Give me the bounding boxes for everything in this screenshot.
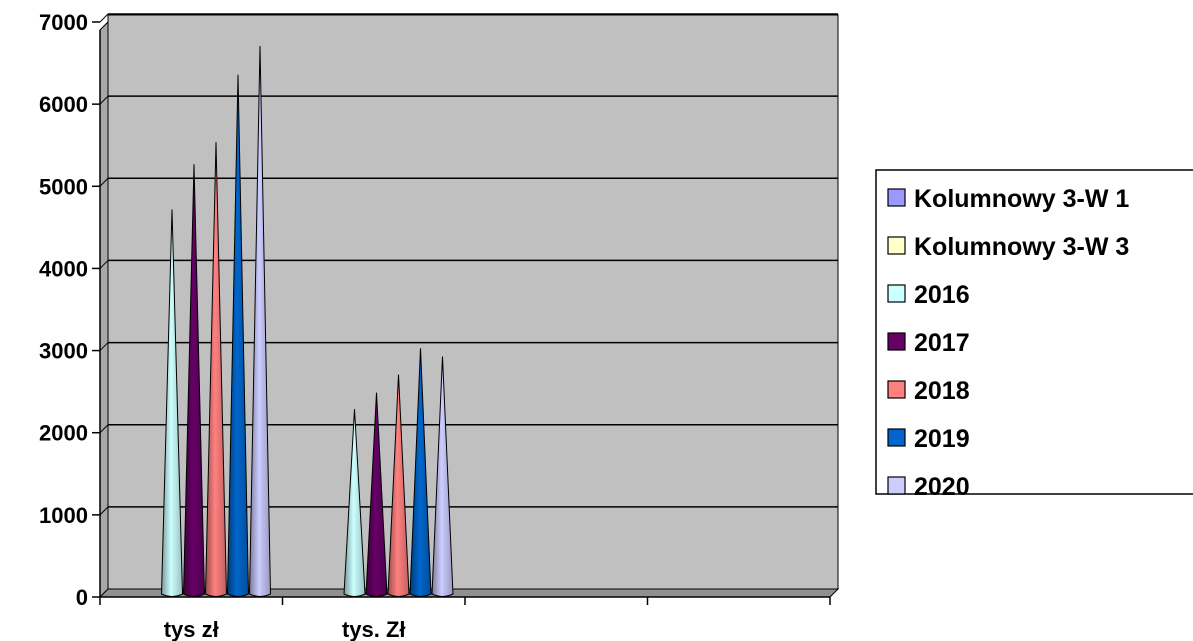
y-tick-label: 4000 — [39, 256, 88, 281]
legend-label: 2019 — [914, 425, 970, 453]
legend-swatch — [888, 285, 905, 302]
legend-label: 2017 — [914, 329, 970, 357]
legend-swatch — [888, 237, 905, 254]
legend-label: 2016 — [914, 281, 970, 309]
x-tick-label: tys. Zł — [342, 617, 406, 641]
x-tick-label: tys zł — [164, 617, 219, 641]
legend-label: 2018 — [914, 377, 970, 405]
legend-label: 2020 — [914, 473, 970, 501]
legend-swatch — [888, 381, 905, 398]
y-tick-label: 0 — [76, 585, 88, 610]
legend-swatch — [888, 429, 905, 446]
y-tick-label: 7000 — [39, 10, 88, 35]
gridline-side — [100, 14, 108, 22]
y-tick-label: 3000 — [39, 339, 88, 364]
y-tick-label: 2000 — [39, 421, 88, 446]
y-tick-label: 1000 — [39, 503, 88, 528]
y-tick-label: 5000 — [39, 174, 88, 199]
y-tick-label: 6000 — [39, 92, 88, 117]
legend-label: Kolumnowy 3-W 1 — [914, 185, 1129, 213]
legend-swatch — [888, 189, 905, 206]
legend-label: Kolumnowy 3-W 3 — [914, 233, 1129, 261]
legend-swatch — [888, 477, 905, 494]
legend-swatch — [888, 333, 905, 350]
